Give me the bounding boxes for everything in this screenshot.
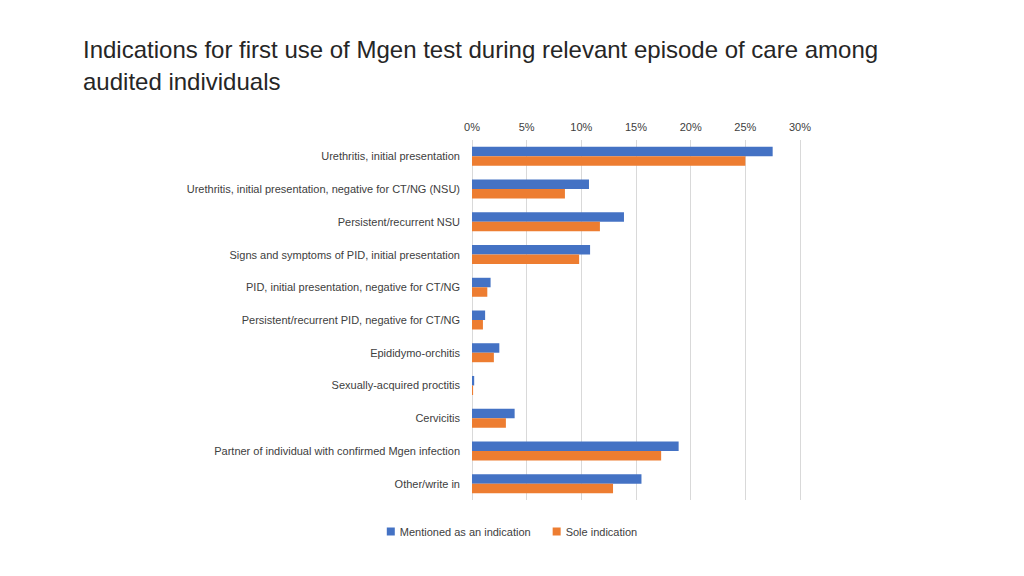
svg-text:Sole indication: Sole indication [566, 526, 638, 538]
svg-text:PID, initial presentation, neg: PID, initial presentation, negative for … [246, 281, 460, 293]
svg-text:Sexually-acquired proctitis: Sexually-acquired proctitis [332, 379, 461, 391]
svg-text:30%: 30% [789, 121, 811, 133]
svg-text:Persistent/recurrent NSU: Persistent/recurrent NSU [338, 216, 460, 228]
svg-text:20%: 20% [680, 121, 702, 133]
svg-text:Partner of individual with con: Partner of individual with confirmed Mge… [214, 445, 460, 457]
svg-text:10%: 10% [570, 121, 592, 133]
svg-text:Epididymo-orchitis: Epididymo-orchitis [370, 347, 460, 359]
svg-text:Other/write in: Other/write in [395, 478, 460, 490]
svg-text:25%: 25% [734, 121, 756, 133]
svg-text:Persistent/recurrent PID, nega: Persistent/recurrent PID, negative for C… [242, 314, 460, 326]
svg-text:Urethritis, initial presentati: Urethritis, initial presentation, negati… [187, 183, 460, 195]
svg-text:audited individuals: audited individuals [83, 68, 280, 95]
svg-text:Urethritis, initial presentati: Urethritis, initial presentation [321, 150, 460, 162]
svg-text:0%: 0% [464, 121, 480, 133]
svg-text:Cervicitis: Cervicitis [415, 412, 460, 424]
svg-text:5%: 5% [519, 121, 535, 133]
svg-text:Indications for first use of M: Indications for first use of Mgen test d… [83, 36, 885, 63]
svg-text:Mentioned as an indication: Mentioned as an indication [400, 526, 531, 538]
svg-text:Signs and symptoms of PID, ini: Signs and symptoms of PID, initial prese… [229, 249, 460, 261]
svg-text:15%: 15% [625, 121, 647, 133]
